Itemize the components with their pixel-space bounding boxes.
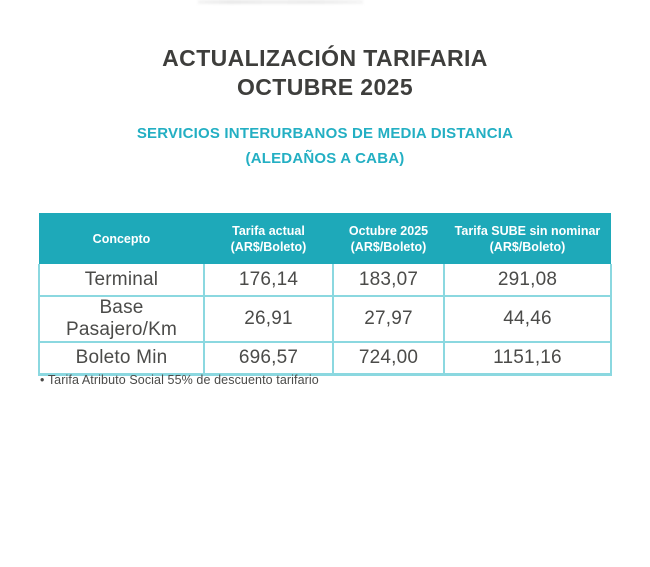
footnote: • Tarifa Atributo Social 55% de descuent… bbox=[40, 373, 319, 387]
column-header-concepto: Concepto bbox=[39, 213, 204, 264]
subtitle-line-1: SERVICIOS INTERURBANOS DE MEDIA DISTANCI… bbox=[136, 125, 514, 142]
title-line-2: OCTUBRE 2025 bbox=[236, 74, 414, 100]
subtitle-line-2: (ALEDAÑOS A CABA) bbox=[245, 150, 405, 167]
cropped-text-artifact bbox=[198, 0, 363, 4]
header-label: Tarifa SUBE sin nominar bbox=[454, 223, 601, 238]
column-header-octubre-2025: Octubre 2025 (AR$/Boleto) bbox=[333, 213, 444, 264]
column-header-tarifa-sube: Tarifa SUBE sin nominar (AR$/Boleto) bbox=[444, 213, 611, 264]
value-cell: 291,08 bbox=[443, 264, 612, 297]
header-sublabel: (AR$/Boleto) bbox=[350, 239, 427, 254]
value-cell: 26,91 bbox=[203, 295, 334, 343]
value-cell: 183,07 bbox=[332, 264, 445, 297]
concept-cell: Boleto Min bbox=[38, 341, 205, 376]
table-row-base-pasajero-km: Base Pasajero/Km 26,91 27,97 44,46 bbox=[38, 295, 612, 343]
header-label: Tarifa actual bbox=[232, 223, 305, 238]
page-subtitle: SERVICIOS INTERURBANOS DE MEDIA DISTANCI… bbox=[0, 121, 650, 171]
value-cell: 44,46 bbox=[443, 295, 612, 343]
tariff-table: Concepto Tarifa actual (AR$/Boleto) Octu… bbox=[38, 213, 612, 376]
header-sublabel: (AR$/Boleto) bbox=[489, 239, 566, 254]
table-body: Terminal 176,14 183,07 291,08 Base Pasaj… bbox=[38, 264, 612, 376]
header-row: Concepto Tarifa actual (AR$/Boleto) Octu… bbox=[39, 213, 611, 264]
concept-cell: Base Pasajero/Km bbox=[38, 295, 205, 343]
header-label: Concepto bbox=[92, 231, 151, 246]
header-label: Octubre 2025 bbox=[348, 223, 429, 238]
table-row-boleto-min: Boleto Min 696,57 724,00 1151,16 bbox=[38, 341, 612, 376]
value-cell: 27,97 bbox=[332, 295, 445, 343]
value-cell: 1151,16 bbox=[443, 341, 612, 376]
tariff-table-container: Concepto Tarifa actual (AR$/Boleto) Octu… bbox=[38, 213, 612, 376]
table-row-terminal: Terminal 176,14 183,07 291,08 bbox=[38, 264, 612, 297]
column-header-tarifa-actual: Tarifa actual (AR$/Boleto) bbox=[204, 213, 333, 264]
title-line-1: ACTUALIZACIÓN TARIFARIA bbox=[162, 45, 488, 71]
concept-cell: Terminal bbox=[38, 264, 205, 297]
table-header: Concepto Tarifa actual (AR$/Boleto) Octu… bbox=[39, 213, 611, 264]
value-cell: 176,14 bbox=[203, 264, 334, 297]
page-title: ACTUALIZACIÓN TARIFARIA OCTUBRE 2025 bbox=[0, 44, 650, 102]
value-cell: 724,00 bbox=[332, 341, 445, 376]
value-cell: 696,57 bbox=[203, 341, 334, 376]
header-sublabel: (AR$/Boleto) bbox=[230, 239, 307, 254]
